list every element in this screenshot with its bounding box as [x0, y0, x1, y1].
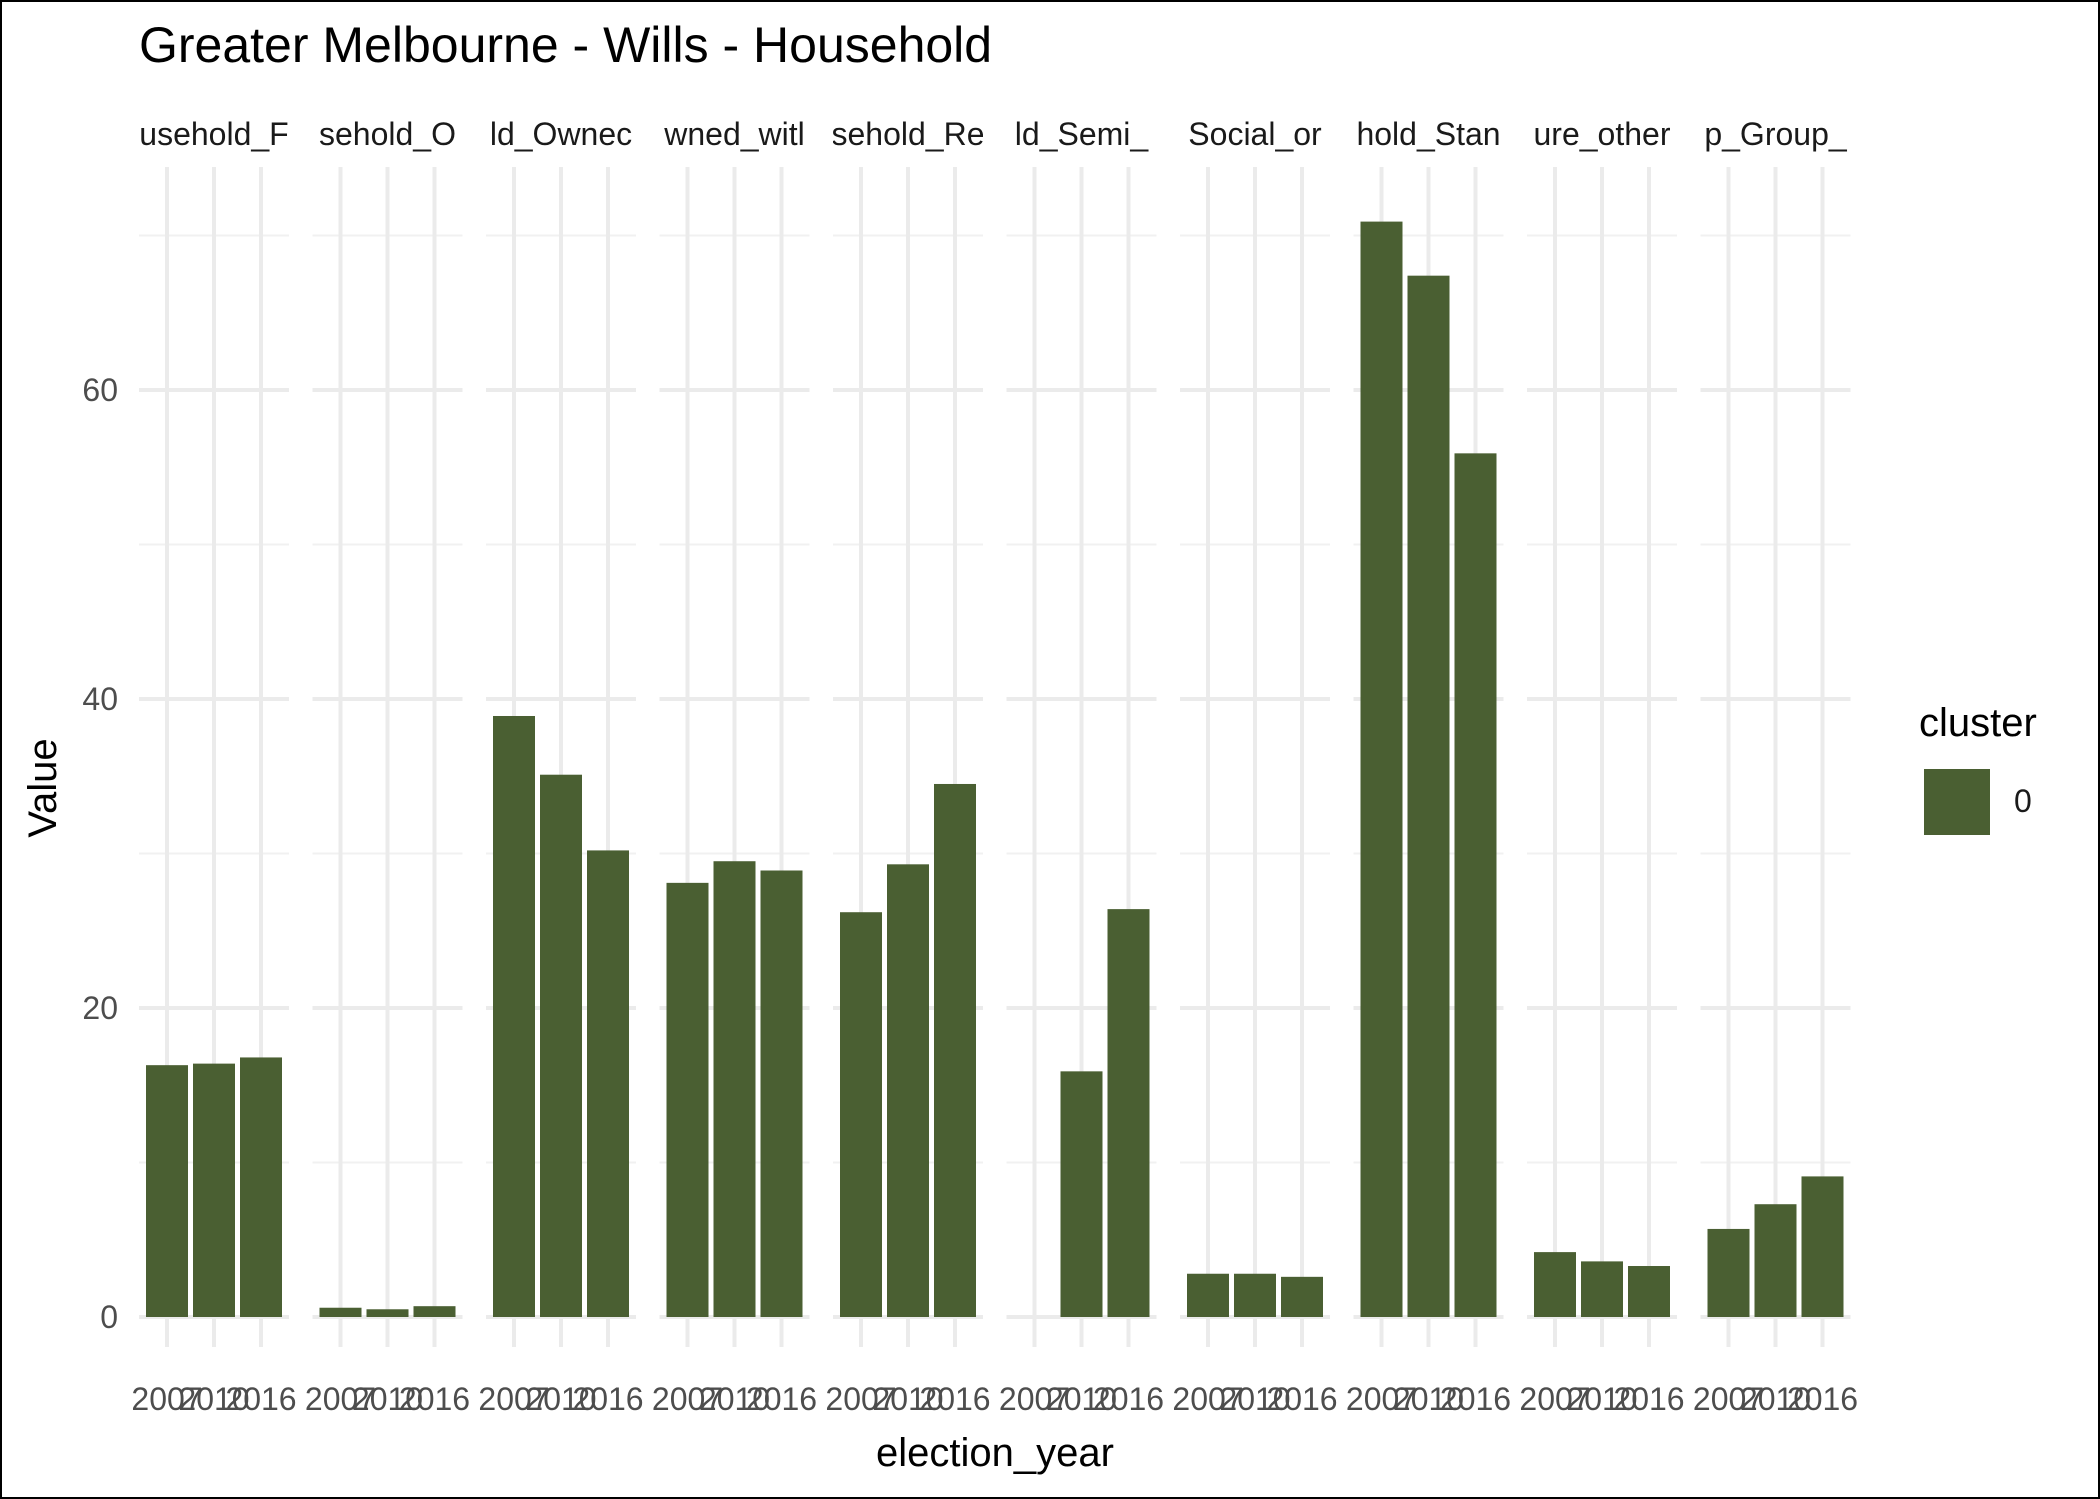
bar [1707, 1228, 1750, 1317]
x-tick-label: 2007 [1693, 1381, 1764, 1417]
legend-label: 0 [2014, 783, 2032, 819]
bar [760, 870, 803, 1317]
facet-strip-label: usehold_F [139, 116, 288, 152]
bar [1754, 1204, 1797, 1317]
x-tick-label: 2010 [1566, 1381, 1637, 1417]
y-axis-title: Value [21, 738, 65, 837]
bar [413, 1306, 456, 1317]
bar [1628, 1266, 1670, 1317]
bar [840, 912, 882, 1317]
facet-panels: usehold_F200720102016sehold_O20072010201… [131, 116, 1858, 1417]
x-tick-label: 2007 [999, 1381, 1070, 1417]
x-tick-label: 2016 [1093, 1381, 1164, 1417]
bar [366, 1309, 409, 1317]
x-tick-label: 2016 [919, 1381, 990, 1417]
x-tick-label: 2007 [1172, 1381, 1243, 1417]
y-tick-label: 40 [82, 681, 118, 717]
y-axis: 0 20 40 60 [82, 372, 118, 1335]
facet-strip-label: ure_other [1534, 116, 1671, 152]
x-tick-label: 2010 [1740, 1381, 1811, 1417]
x-tick-label: 2010 [525, 1381, 596, 1417]
facet-strip-label: hold_Stan [1356, 116, 1500, 152]
facet-strip-label: ld_Semi_ [1015, 116, 1150, 152]
x-tick-label: 2007 [478, 1381, 549, 1417]
facet-strip-label: wned_witl [663, 116, 805, 152]
x-tick-label: 2010 [1046, 1381, 1117, 1417]
legend: cluster 0 [1919, 701, 2037, 835]
bar [1581, 1261, 1623, 1317]
facet-strip-label: ld_Ownec [490, 116, 632, 152]
x-tick-label: 2010 [352, 1381, 423, 1417]
bar [493, 715, 535, 1317]
bar [1801, 1176, 1844, 1317]
x-tick-label: 2010 [872, 1381, 943, 1417]
x-tick-label: 2016 [1613, 1381, 1684, 1417]
x-tick-label: 2007 [652, 1381, 723, 1417]
x-tick-label: 2016 [746, 1381, 817, 1417]
x-tick-label: 2016 [1440, 1381, 1511, 1417]
x-tick-label: 2007 [131, 1381, 202, 1417]
x-tick-label: 2007 [825, 1381, 896, 1417]
bar [1407, 275, 1450, 1317]
x-tick-label: 2016 [1266, 1381, 1337, 1417]
x-tick-label: 2010 [1219, 1381, 1290, 1417]
y-tick-label: 20 [82, 990, 118, 1026]
chart-title: Greater Melbourne - Wills - Household [139, 17, 992, 73]
facet-strip-label: p_Group_ [1704, 116, 1848, 152]
x-axis-title: election_year [876, 1431, 1114, 1475]
bar [713, 861, 756, 1317]
bar [934, 783, 976, 1317]
x-tick-label: 2007 [1346, 1381, 1417, 1417]
legend-key-swatch [1924, 769, 1990, 835]
bar [319, 1307, 362, 1317]
bar [1234, 1273, 1276, 1317]
y-tick-label: 60 [82, 372, 118, 408]
bar [1107, 909, 1150, 1317]
x-tick-label: 2007 [305, 1381, 376, 1417]
x-tick-label: 2016 [1787, 1381, 1858, 1417]
facet-strip-label: Social_or [1188, 116, 1322, 152]
x-tick-label: 2010 [178, 1381, 249, 1417]
facet-strip-label: sehold_O [319, 116, 456, 152]
x-tick-label: 2007 [1519, 1381, 1590, 1417]
bar [666, 882, 709, 1317]
bar [1534, 1252, 1576, 1317]
bar [540, 774, 582, 1317]
legend-title: cluster [1919, 701, 2037, 745]
bar [887, 864, 929, 1317]
bar [240, 1057, 282, 1317]
x-tick-label: 2010 [699, 1381, 770, 1417]
x-tick-label: 2016 [399, 1381, 470, 1417]
x-tick-label: 2010 [1393, 1381, 1464, 1417]
bar [587, 850, 629, 1317]
facet-strip-label: sehold_Re [832, 116, 985, 152]
y-tick-label: 0 [100, 1299, 118, 1335]
bar [1187, 1273, 1229, 1317]
bar [146, 1065, 188, 1317]
x-tick-label: 2016 [225, 1381, 296, 1417]
bar [1281, 1276, 1323, 1317]
bar [1060, 1071, 1103, 1317]
bar [193, 1063, 235, 1317]
bar [1454, 453, 1497, 1318]
bar [1360, 221, 1403, 1318]
x-tick-label: 2016 [572, 1381, 643, 1417]
